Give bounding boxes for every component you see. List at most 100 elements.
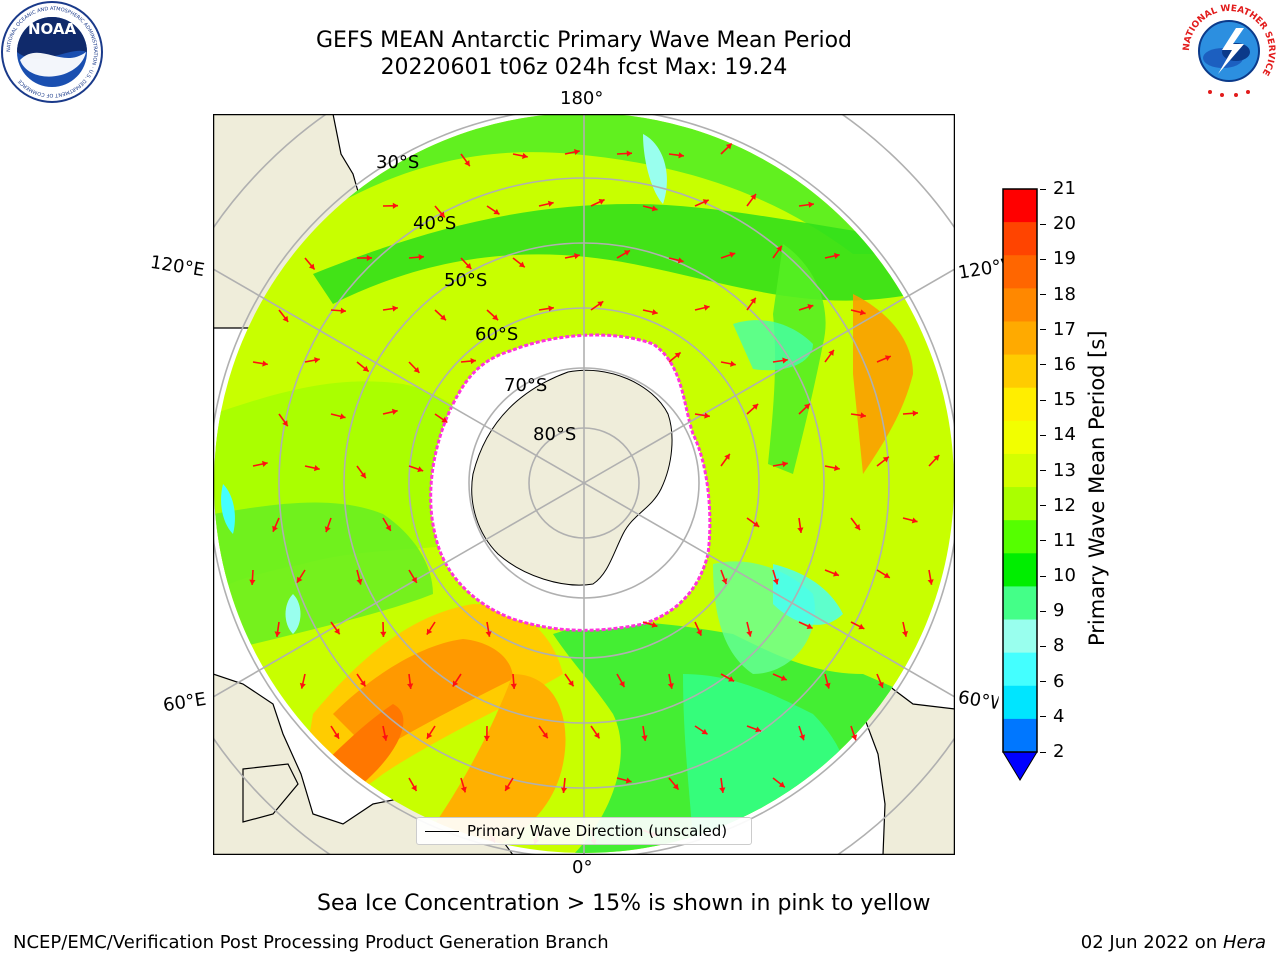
colorbar-tick-mark — [1040, 645, 1046, 647]
wave-arrow-head — [340, 307, 346, 314]
lat-label-40s: 40°S — [413, 213, 457, 234]
wave-arrow-head — [568, 680, 574, 687]
wave-arrow-head — [799, 734, 806, 741]
wave-arrow-head — [547, 200, 554, 207]
wave-arrow-head — [778, 781, 785, 788]
madagascar-land — [242, 763, 299, 823]
wave-arrow-head — [464, 160, 470, 167]
lon-label-120e: 120°E — [148, 251, 207, 282]
colorbar-tick-mark — [1040, 540, 1046, 542]
wave-arrow-head — [334, 628, 340, 635]
wave-arrow-head — [426, 628, 433, 635]
wave-arrow-head — [651, 309, 658, 316]
wave-arrow-head — [833, 570, 839, 577]
wave-arrow-head — [339, 413, 346, 420]
wave-arrow-head — [828, 349, 834, 356]
wave-arrow-head — [381, 735, 389, 741]
colorbar-tick-label: 13 — [1053, 459, 1076, 481]
wave-arrow-head — [651, 621, 658, 628]
wave-arrow-head — [333, 732, 340, 739]
wave-arrow-head — [833, 252, 840, 259]
wave-arrow-head — [704, 412, 710, 419]
colorbar-tick-mark — [1040, 505, 1046, 507]
colorbar-tick-label: 15 — [1053, 389, 1076, 411]
wave-arrow-head — [452, 680, 459, 687]
antarctica-land — [471, 369, 673, 586]
colorbar-tick-label: 10 — [1053, 565, 1076, 587]
wave-arrow-head — [274, 631, 281, 637]
wave-arrow-head — [282, 315, 289, 322]
colorbar-tick-mark — [1040, 258, 1046, 260]
wave-arrow-head — [678, 152, 684, 159]
colorbar-extend-arrow — [1002, 751, 1038, 781]
colorbar-tick-label: 16 — [1053, 353, 1076, 375]
wave-arrow-head — [701, 728, 708, 735]
wave-arrow-head — [441, 417, 448, 423]
wave-arrow-head — [677, 257, 684, 264]
wave-arrow-head — [728, 676, 735, 682]
lat-label-30s: 30°S — [376, 152, 420, 173]
wave-arrow-head — [493, 208, 500, 215]
wave-arrow-head — [392, 202, 398, 209]
wave-arrow-head — [314, 357, 320, 364]
wave-arrow-head — [725, 143, 732, 150]
map-legend: Primary Wave Direction (unscaled) — [416, 817, 752, 845]
colorbar-segment — [1003, 718, 1037, 753]
wave-arrow-head — [619, 681, 625, 688]
colorbar-tick-mark — [1040, 751, 1046, 753]
colorbar-segment — [1003, 387, 1037, 422]
wave-arrow-head — [772, 578, 779, 585]
wave-arrow-head — [418, 254, 424, 261]
wave-arrow-head — [851, 734, 858, 741]
wave-arrow-head — [417, 466, 424, 473]
wave-arrow-head — [719, 787, 726, 793]
wave-arrow-head — [261, 460, 268, 467]
lon-label-60w: 60°W — [956, 687, 1000, 714]
lon-label-60e: 60°E — [161, 688, 208, 717]
wave-arrow-head — [882, 456, 889, 463]
wave-arrow-head — [858, 623, 865, 630]
wave-arrow-head — [782, 461, 788, 468]
colorbar-tick-label: 14 — [1053, 424, 1076, 446]
colorbar-tick-mark — [1040, 364, 1046, 366]
wave-arrow-head — [440, 314, 446, 321]
colorbar-segment — [1003, 189, 1037, 223]
lon-label-0: 0° — [572, 857, 593, 878]
wave-arrow-head — [860, 412, 866, 419]
wave-arrow-head — [308, 263, 315, 270]
wave-arrow-head — [911, 517, 918, 524]
chart-subtitle: 20220601 t06z 024h fcst Max: 19.24 — [380, 55, 788, 80]
polar-map — [213, 114, 955, 855]
colorbar-tick-label: 6 — [1053, 670, 1065, 692]
colorbar-tick-mark — [1040, 329, 1046, 331]
wave-arrow-head — [272, 525, 278, 532]
wave-arrow-head — [933, 455, 940, 461]
wave-arrow-head — [542, 732, 548, 739]
colorbar-tick-mark — [1040, 716, 1046, 718]
wave-arrow-head — [411, 785, 417, 792]
wave-arrow-head — [641, 735, 648, 741]
legend-line-sample — [425, 831, 459, 832]
colorbar-segment — [1003, 321, 1037, 356]
wave-arrow-head — [426, 732, 433, 739]
wave-arrow-head — [806, 623, 813, 629]
wave-arrow-head — [574, 253, 580, 260]
wave-arrow-head — [752, 403, 759, 410]
colorbar-tick-mark — [1040, 188, 1046, 190]
colorbar-segment — [1003, 586, 1037, 621]
wave-arrow-head — [385, 524, 391, 531]
colorbar-tick-label: 2 — [1053, 741, 1065, 762]
wave-arrow-head — [776, 245, 782, 252]
wave-arrow-head — [598, 199, 605, 205]
wave-arrow-head — [594, 732, 600, 739]
noaa-logo-text: NOAA — [28, 20, 77, 38]
wave-arrow-head — [626, 150, 632, 157]
wave-arrow-head — [505, 784, 511, 791]
colorbar-segment — [1003, 453, 1037, 488]
lat-label-50s: 50°S — [444, 270, 488, 291]
colorbar-segment — [1003, 520, 1037, 554]
wave-arrow-head — [460, 786, 467, 793]
colorbar-tick-mark — [1040, 434, 1046, 436]
wave-arrow-head — [797, 527, 804, 533]
colorbar — [1000, 186, 1040, 786]
